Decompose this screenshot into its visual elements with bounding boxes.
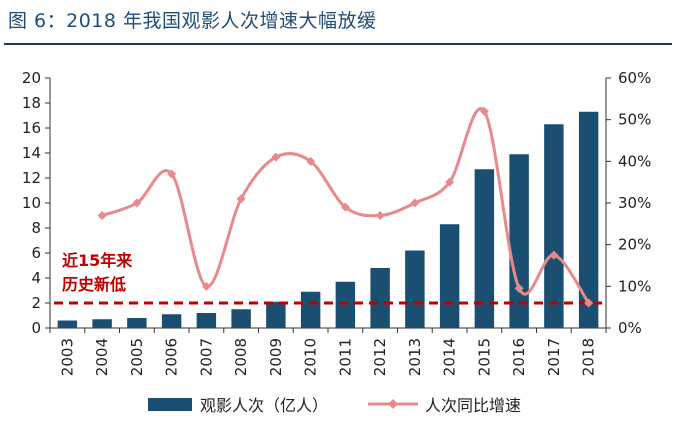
y-left-tick-label: 14 bbox=[22, 144, 41, 162]
bar bbox=[544, 124, 564, 328]
y-left-tick-label: 16 bbox=[22, 119, 41, 137]
growth-point bbox=[340, 202, 350, 212]
y-left-tick-label: 6 bbox=[31, 244, 41, 262]
growth-point bbox=[132, 198, 142, 208]
growth-point bbox=[97, 211, 107, 220]
annotation-text: 近15年来 bbox=[62, 251, 133, 270]
x-tick-label: 2013 bbox=[406, 338, 424, 376]
y-right-tick-label: 30% bbox=[618, 194, 651, 212]
bar bbox=[300, 291, 321, 328]
bar bbox=[405, 250, 425, 328]
bar bbox=[474, 169, 495, 328]
y-left-tick-label: 10 bbox=[22, 194, 41, 212]
growth-point bbox=[271, 152, 281, 162]
bar bbox=[92, 319, 112, 328]
legend-layer: 观影人次（亿人） 人次同比增速 bbox=[148, 396, 521, 415]
bar bbox=[335, 281, 356, 328]
annotation-text: 历史新低 bbox=[62, 275, 126, 294]
line-layer bbox=[97, 106, 594, 308]
y-left-tick-label: 4 bbox=[31, 269, 41, 287]
y-left-tick-label: 0 bbox=[31, 319, 41, 337]
growth-point bbox=[201, 281, 211, 291]
growth-point bbox=[549, 250, 559, 260]
y-right-tick-label: 20% bbox=[618, 236, 651, 254]
growth-point bbox=[236, 194, 246, 204]
x-tick-label: 2011 bbox=[336, 338, 354, 376]
growth-point bbox=[375, 211, 385, 220]
bar bbox=[231, 309, 251, 328]
x-tick-label: 2015 bbox=[475, 338, 493, 376]
y-left-tick-label: 12 bbox=[22, 169, 41, 187]
bar bbox=[509, 154, 529, 328]
x-tick-label: 2018 bbox=[580, 338, 598, 376]
y-left-tick-label: 2 bbox=[31, 294, 41, 312]
axes-layer: 0 2 4 6 8 10 12 14 16 18 20 0% 10% 20% 30% 40% 50% 60% 200… bbox=[22, 69, 651, 376]
y-right-tick-label: 40% bbox=[618, 152, 651, 170]
x-tick-label: 2017 bbox=[545, 338, 563, 376]
x-tick-label: 2012 bbox=[371, 338, 389, 376]
bar bbox=[578, 111, 599, 328]
bar bbox=[370, 268, 390, 328]
y-right-tick-label: 0% bbox=[618, 319, 642, 337]
x-tick-label: 2003 bbox=[58, 338, 76, 376]
growth-point bbox=[445, 177, 455, 187]
y-left-tick-label: 20 bbox=[22, 69, 41, 87]
growth-point bbox=[167, 169, 177, 179]
x-tick-label: 2009 bbox=[267, 338, 285, 376]
x-tick-label: 2010 bbox=[302, 338, 320, 376]
bar bbox=[57, 320, 78, 328]
x-tick-label: 2016 bbox=[510, 338, 528, 376]
legend-line-marker bbox=[388, 399, 398, 409]
y-right-tick-label: 10% bbox=[618, 277, 651, 295]
growth-point bbox=[306, 156, 316, 166]
chart-title: 图 6：2018 年我国观影人次增速大幅放缓 bbox=[8, 10, 377, 32]
bar bbox=[196, 313, 217, 328]
growth-point bbox=[410, 198, 420, 208]
x-tick-label: 2014 bbox=[441, 338, 459, 376]
legend-bar-swatch bbox=[148, 398, 192, 411]
growth-point bbox=[479, 106, 489, 116]
title-rule bbox=[4, 43, 672, 45]
x-tick-label: 2004 bbox=[93, 338, 111, 376]
growth-point bbox=[584, 298, 594, 308]
x-tick-label: 2006 bbox=[163, 338, 181, 376]
bar bbox=[161, 314, 182, 328]
bar bbox=[127, 318, 147, 328]
y-left-tick-label: 18 bbox=[22, 94, 41, 112]
bars-layer bbox=[57, 111, 599, 328]
x-tick-label: 2007 bbox=[197, 338, 215, 376]
bar bbox=[439, 224, 460, 328]
y-right-tick-label: 50% bbox=[618, 111, 651, 129]
legend-bar-label: 观影人次（亿人） bbox=[200, 396, 328, 415]
growth-point bbox=[514, 283, 524, 293]
x-tick-label: 2008 bbox=[232, 338, 250, 376]
legend-line-label: 人次同比增速 bbox=[425, 396, 521, 415]
bar bbox=[266, 301, 286, 328]
y-left-tick-label: 8 bbox=[31, 219, 41, 237]
x-tick-label: 2005 bbox=[128, 338, 146, 376]
y-right-tick-label: 60% bbox=[618, 69, 651, 87]
